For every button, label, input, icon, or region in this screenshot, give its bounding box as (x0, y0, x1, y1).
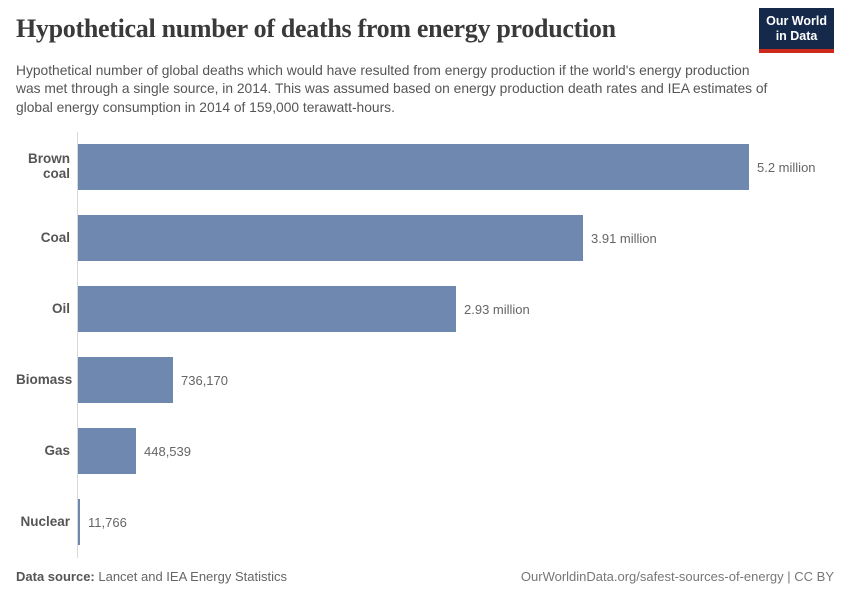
bar-area: 3.91 million (77, 202, 834, 274)
chart-subtitle: Hypothetical number of global deaths whi… (16, 62, 768, 116)
bar-row: Nuclear 11,766 (16, 486, 834, 558)
bar (78, 144, 749, 191)
bar-chart: Brown coal 5.2 million Coal 3.91 million Oil… (16, 131, 834, 558)
owid-logo: Our World in Data (759, 8, 834, 53)
footer: Data source: Lancet and IEA Energy Stati… (16, 569, 834, 600)
category-label: Coal (40, 229, 70, 245)
attribution: OurWorldinData.org/safest-sources-of-ene… (520, 569, 834, 584)
value-label: 736,170 (181, 372, 228, 388)
bar-area: 736,170 (77, 344, 834, 416)
chart-rows: Brown coal 5.2 million Coal 3.91 million Oil… (16, 131, 834, 558)
data-source-label: Data source: (16, 569, 95, 584)
bar-row: Oil 2.93 million (16, 273, 834, 345)
bar-row: Brown coal 5.2 million (16, 131, 834, 203)
value-label: 11,766 (88, 514, 127, 530)
category-label: Biomass (16, 371, 73, 387)
bar (78, 428, 136, 475)
data-source: Data source: Lancet and IEA Energy Stati… (16, 569, 287, 584)
bar-row: Biomass 736,170 (16, 344, 834, 416)
value-label: 2.93 million (464, 301, 530, 317)
page-title: Hypothetical number of deaths from energ… (16, 14, 616, 43)
bar (78, 215, 583, 262)
category-label: Nuclear (20, 513, 70, 529)
bar-row: Coal 3.91 million (16, 202, 834, 274)
bar-row: Gas 448,539 (16, 415, 834, 487)
category-label: Oil (51, 300, 70, 316)
bar-area: 5.2 million (77, 131, 834, 203)
category-label: Brown coal (28, 151, 70, 182)
value-label: 5.2 million (757, 159, 816, 175)
category-label: Gas (44, 442, 70, 458)
bar (78, 499, 80, 546)
bar-area: 448,539 (77, 415, 834, 487)
header: Hypothetical number of deaths from energ… (16, 8, 834, 53)
bar (78, 286, 456, 333)
bar-area: 2.93 million (77, 273, 834, 345)
value-label: 3.91 million (591, 230, 657, 246)
data-source-value: Lancet and IEA Energy Statistics (94, 569, 287, 584)
bar (78, 357, 173, 404)
bar-area: 11,766 (77, 486, 834, 558)
value-label: 448,539 (144, 443, 191, 459)
